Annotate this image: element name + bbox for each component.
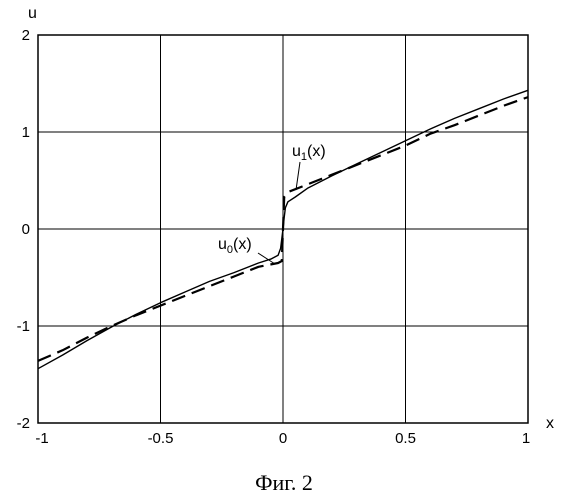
annotation-leader-line bbox=[296, 162, 300, 190]
x-tick-label: -0.5 bbox=[148, 430, 174, 447]
x-tick-label: 1 bbox=[522, 430, 530, 447]
tick-labels: -1 -0.5 0 0.5 1 -2 -1 0 1 2 bbox=[17, 27, 531, 447]
y-tick-label: 1 bbox=[22, 124, 30, 141]
y-tick-label: -1 bbox=[17, 318, 30, 335]
x-tick-label: 0 bbox=[279, 430, 287, 447]
annotations: u1(x) u0(x) bbox=[218, 143, 326, 264]
figure-caption: Фиг. 2 bbox=[255, 470, 313, 495]
y-axis-label: u bbox=[28, 5, 37, 22]
annotation-label: u1(x) bbox=[292, 143, 326, 163]
x-axis-label: x bbox=[546, 415, 554, 432]
y-tick-label: 2 bbox=[22, 27, 30, 44]
y-tick-label: 0 bbox=[22, 221, 30, 238]
x-tick-label: 0.5 bbox=[395, 430, 416, 447]
y-tick-label: -2 bbox=[17, 415, 30, 432]
x-tick-label: -1 bbox=[35, 430, 48, 447]
annotation-label: u0(x) bbox=[218, 236, 252, 256]
